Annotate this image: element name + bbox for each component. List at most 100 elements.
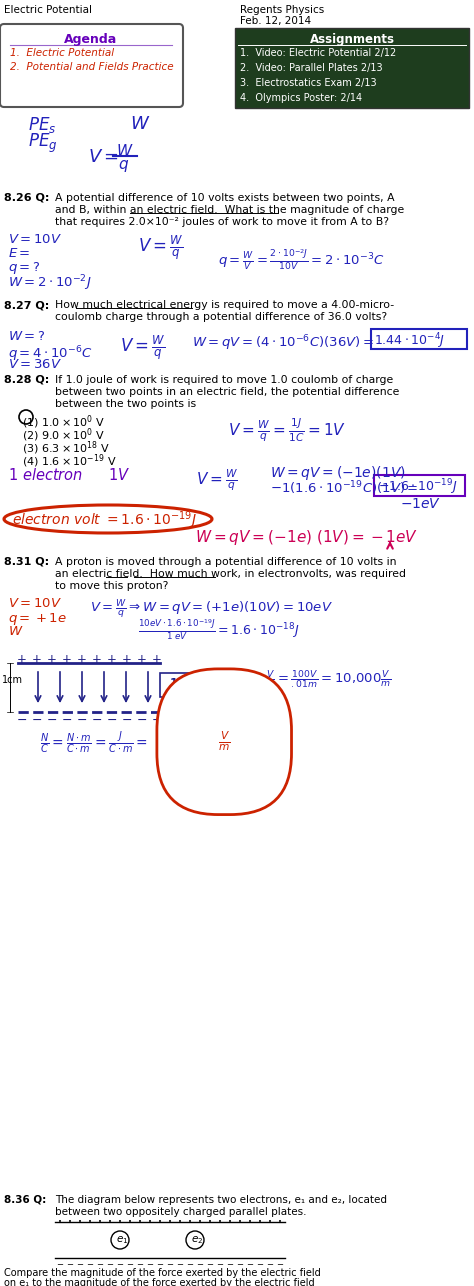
Text: −: − [62, 714, 72, 727]
Text: $V=\frac{W}{q}$: $V=\frac{W}{q}$ [163, 698, 198, 720]
Text: $V=10V$: $V=10V$ [8, 233, 62, 246]
Text: −: − [152, 714, 162, 727]
Text: $PE_g$: $PE_g$ [28, 132, 57, 156]
Text: −: − [66, 1260, 73, 1269]
Text: +: + [47, 653, 57, 666]
Text: $W=2\cdot10^{-2}J$: $W=2\cdot10^{-2}J$ [8, 273, 91, 293]
Text: •: • [118, 1219, 122, 1226]
Text: an electric field.  How much work, in electronvolts, was required: an electric field. How much work, in ele… [55, 568, 406, 579]
Text: electron volt $= 1.6\cdot10^{-19}J$: electron volt $= 1.6\cdot10^{-19}J$ [12, 509, 197, 531]
Text: −: − [47, 714, 57, 727]
Text: $\frac{10eV \cdot 1.6\cdot10^{-19}J}{1\ eV}=1.6\cdot10^{-18}J$: $\frac{10eV \cdot 1.6\cdot10^{-19}J}{1\ … [138, 619, 300, 642]
Text: •: • [148, 1219, 152, 1226]
Text: •: • [168, 1219, 172, 1226]
Text: •: • [158, 1219, 162, 1226]
Text: Regents Physics: Regents Physics [240, 5, 324, 15]
Text: −: − [207, 1260, 213, 1269]
Text: −: − [92, 714, 102, 727]
Text: $1\ electron$: $1\ electron$ [8, 467, 83, 484]
Text: $W$: $W$ [8, 625, 24, 638]
Text: on e₁ to the magnitude of the force exerted by the electric field: on e₁ to the magnitude of the force exer… [4, 1278, 315, 1286]
Text: Agenda: Agenda [64, 33, 118, 46]
Text: 4.  Olympics Poster: 2/14: 4. Olympics Poster: 2/14 [240, 93, 362, 103]
Text: $V=\frac{W}{q}\Rightarrow W=qV=(+1e)(10V)=10eV$: $V=\frac{W}{q}\Rightarrow W=qV=(+1e)(10V… [90, 597, 333, 620]
Text: 8.26 Q:: 8.26 Q: [4, 193, 49, 203]
Bar [235, 28, 469, 108]
Text: between the two points is: between the two points is [55, 399, 196, 409]
Text: Assignments: Assignments [310, 33, 394, 46]
Text: −: − [86, 1260, 93, 1269]
Text: •: • [108, 1219, 112, 1226]
Text: •: • [278, 1219, 282, 1226]
Text: −: − [166, 1260, 173, 1269]
Text: If 1.0 joule of work is required to move 1.0 coulomb of charge: If 1.0 joule of work is required to move… [55, 376, 393, 385]
Text: −: − [77, 714, 87, 727]
Text: •: • [228, 1219, 232, 1226]
Text: −: − [127, 1260, 134, 1269]
Text: −: − [156, 1260, 164, 1269]
Text: $q=\frac{W}{V}=\frac{2\cdot10^{-2}J}{10V}=2\cdot10^{-3}C$: $q=\frac{W}{V}=\frac{2\cdot10^{-2}J}{10V… [218, 248, 384, 273]
Text: $e_1$: $e_1$ [116, 1235, 128, 1246]
Text: $PE_s$: $PE_s$ [28, 114, 56, 135]
Text: A potential difference of 10 volts exists between two points, A: A potential difference of 10 volts exist… [55, 193, 395, 203]
Text: +: + [122, 653, 132, 666]
Text: +: + [137, 653, 147, 666]
Text: −: − [32, 714, 42, 727]
Text: −: − [197, 1260, 203, 1269]
Text: •: • [218, 1219, 222, 1226]
Text: $E=\frac{V}{d}=\frac{100V}{.01m}=10{,}000\frac{V}{m}$: $E=\frac{V}{d}=\frac{100V}{.01m}=10{,}00… [242, 667, 392, 691]
FancyBboxPatch shape [371, 329, 467, 349]
Text: $W=qV=(4\cdot10^{-6}C)(36V)=$: $W=qV=(4\cdot10^{-6}C)(36V)=$ [192, 333, 374, 352]
Text: $V=36V$: $V=36V$ [8, 358, 62, 370]
Text: $1.44\cdot10^{-4}J$: $1.44\cdot10^{-4}J$ [374, 331, 445, 351]
Text: $W=qV=(-1e)\ (1V)=-1eV$: $W=qV=(-1e)\ (1V)=-1eV$ [195, 529, 418, 547]
Text: •: • [268, 1219, 272, 1226]
Text: $\frac{N}{C}=\frac{N\cdot m}{C\cdot m}=\frac{J}{C\cdot m}=$: $\frac{N}{C}=\frac{N\cdot m}{C\cdot m}=\… [40, 730, 148, 756]
Text: 1cm: 1cm [2, 675, 23, 685]
Text: coulomb charge through a potential difference of 36.0 volts?: coulomb charge through a potential diffe… [55, 312, 387, 322]
Text: −: − [276, 1260, 283, 1269]
Text: $q=+1e$: $q=+1e$ [8, 611, 67, 628]
Text: •: • [198, 1219, 202, 1226]
Text: 2.  Potential and Fields Practice: 2. Potential and Fields Practice [10, 62, 173, 72]
Text: $V=\frac{W}{q}$: $V=\frac{W}{q}$ [138, 233, 183, 261]
Text: +: + [77, 653, 87, 666]
Text: between two points in an electric field, the potential difference: between two points in an electric field,… [55, 387, 400, 397]
Text: Compare the magnitude of the force exerted by the electric field: Compare the magnitude of the force exert… [4, 1268, 321, 1278]
Text: $V=$: $V=$ [88, 148, 119, 166]
Text: $1V$: $1V$ [108, 467, 130, 484]
Text: and B, within an electric field.  What is the magnitude of charge: and B, within an electric field. What is… [55, 204, 404, 215]
Text: $W$: $W$ [116, 143, 134, 159]
Text: A proton is moved through a potential difference of 10 volts in: A proton is moved through a potential di… [55, 557, 396, 567]
Text: −: − [107, 714, 117, 727]
Text: −: − [237, 1260, 244, 1269]
Text: •: • [238, 1219, 242, 1226]
Text: −: − [146, 1260, 154, 1269]
Text: •: • [128, 1219, 132, 1226]
Text: $V=\frac{W}{q}$: $V=\frac{W}{q}$ [120, 333, 165, 361]
Text: to move this proton?: to move this proton? [55, 581, 168, 592]
Text: $\frac{V}{m}$: $\frac{V}{m}$ [218, 730, 230, 754]
Text: −: − [176, 1260, 183, 1269]
Text: −: − [107, 1260, 113, 1269]
Text: $-1eV$: $-1eV$ [400, 496, 441, 511]
Text: (3) $6.3\times10^{18}$ V: (3) $6.3\times10^{18}$ V [22, 439, 110, 457]
Text: 100V: 100V [169, 676, 203, 691]
Text: −: − [117, 1260, 124, 1269]
Text: •: • [188, 1219, 192, 1226]
FancyBboxPatch shape [374, 475, 465, 495]
Text: 3.  Electrostatics Exam 2/13: 3. Electrostatics Exam 2/13 [240, 78, 377, 87]
Text: −: − [227, 1260, 234, 1269]
Text: −: − [266, 1260, 273, 1269]
Text: •: • [68, 1219, 72, 1226]
Text: 2.  Video: Parallel Plates 2/13: 2. Video: Parallel Plates 2/13 [240, 63, 383, 73]
Text: $q=4\cdot10^{-6}C$: $q=4\cdot10^{-6}C$ [8, 343, 93, 364]
Text: $q$: $q$ [118, 158, 129, 174]
Text: Feb. 12, 2014: Feb. 12, 2014 [240, 15, 311, 26]
Text: 8.28 Q:: 8.28 Q: [4, 376, 49, 385]
Text: $e_2$: $e_2$ [191, 1235, 203, 1246]
Text: •: • [178, 1219, 182, 1226]
Text: 8.36 Q:: 8.36 Q: [4, 1195, 46, 1205]
Text: 1.  Video: Electric Potential 2/12: 1. Video: Electric Potential 2/12 [240, 48, 396, 58]
Text: +: + [62, 653, 72, 666]
